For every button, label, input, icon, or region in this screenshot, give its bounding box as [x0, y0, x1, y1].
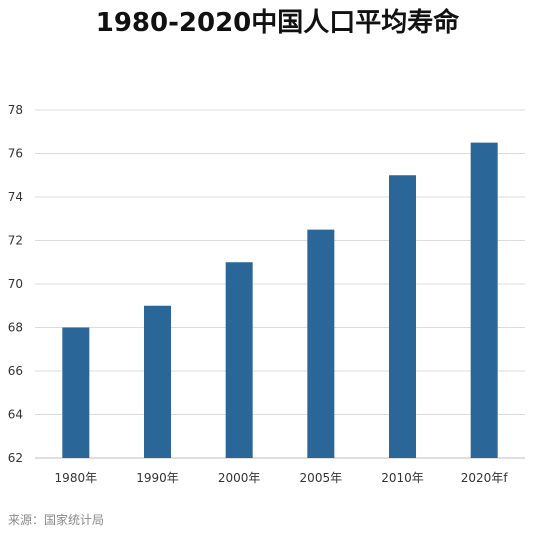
bar: [307, 229, 335, 458]
x-tick-label: 1990年: [136, 471, 179, 485]
bar: [470, 142, 498, 458]
y-tick-label: 70: [8, 277, 23, 291]
bars: [62, 142, 498, 458]
y-tick-label: 64: [8, 408, 23, 422]
x-axis-ticks: 1980年 1990年 2000年 2005年 2010年 2020年f: [55, 471, 509, 485]
y-tick-label: 62: [8, 451, 23, 465]
bar: [389, 175, 416, 458]
bar: [62, 327, 90, 458]
x-tick-label: 2020年f: [461, 471, 509, 485]
y-tick-label: 78: [8, 103, 23, 117]
x-tick-label: 2005年: [300, 471, 343, 485]
y-tick-label: 68: [8, 321, 23, 335]
y-tick-label: 72: [8, 234, 23, 248]
y-tick-label: 74: [8, 190, 23, 204]
y-axis-ticks: 62 64 66 68 70 72 74 76 78: [8, 103, 23, 465]
x-tick-label: 2000年: [218, 471, 261, 485]
bar: [144, 305, 171, 458]
bar: [225, 262, 253, 458]
y-tick-label: 76: [8, 147, 23, 161]
x-tick-label: 1980年: [55, 471, 98, 485]
chart-title: 1980-2020中国人口平均寿命: [95, 8, 460, 38]
x-tick-label: 2010年: [381, 471, 424, 485]
source-note: 来源：国家统计局: [8, 513, 105, 527]
grid-lines: [35, 109, 525, 459]
y-tick-label: 66: [8, 364, 23, 378]
